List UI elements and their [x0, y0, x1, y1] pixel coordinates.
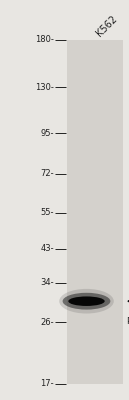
Text: 43-: 43- — [41, 244, 54, 253]
Ellipse shape — [63, 293, 110, 310]
Bar — [67, 40, 123, 384]
Text: 130-: 130- — [35, 83, 54, 92]
Text: 55-: 55- — [41, 208, 54, 217]
Ellipse shape — [68, 296, 105, 306]
Text: 17-: 17- — [41, 380, 54, 388]
Text: 34-: 34- — [41, 278, 54, 288]
Ellipse shape — [59, 289, 114, 314]
Text: 95-: 95- — [41, 129, 54, 138]
Text: 26-: 26- — [41, 318, 54, 326]
Text: Pirh2: Pirh2 — [126, 317, 129, 326]
Text: 180-: 180- — [35, 36, 54, 44]
Text: K562: K562 — [95, 13, 120, 38]
Text: 72-: 72- — [41, 169, 54, 178]
